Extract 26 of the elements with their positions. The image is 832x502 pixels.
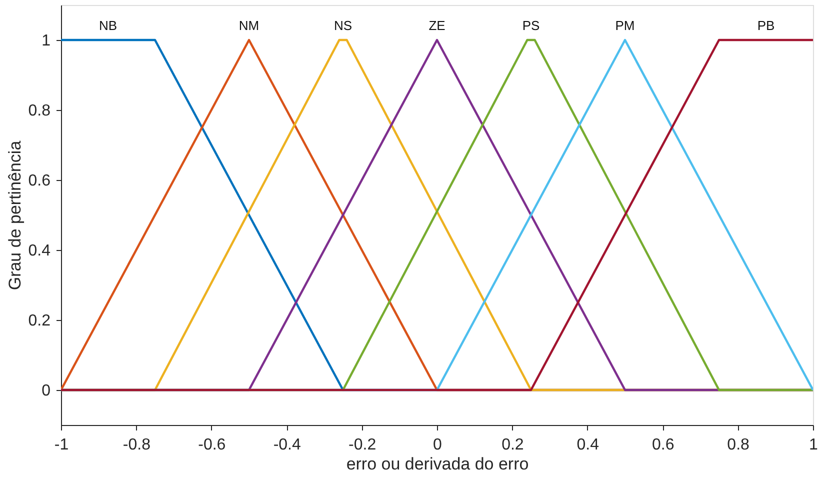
- series-label: NB: [98, 18, 118, 33]
- series-label: ZE: [428, 18, 446, 33]
- series-label: PB: [757, 18, 775, 33]
- y-tick-label: 0.6: [28, 172, 51, 190]
- x-tick-label: -0.2: [348, 436, 376, 454]
- series-label: NM: [238, 18, 260, 33]
- y-tick-label: 1: [42, 32, 51, 50]
- x-axis-title: erro ou derivada do erro: [346, 454, 529, 474]
- x-tick-label: -1: [54, 436, 69, 454]
- series-label: PM: [615, 18, 635, 33]
- x-tick-label: 1: [809, 436, 818, 454]
- x-tick-label: 0: [433, 436, 442, 454]
- y-axis-title: Grau de pertinência: [5, 140, 24, 290]
- series-label: NS: [334, 18, 352, 33]
- y-tick-label: 0: [42, 382, 51, 400]
- x-tick-label: 0.4: [576, 436, 600, 454]
- y-tick-label: 0.4: [28, 242, 51, 260]
- x-tick-label: -0.6: [198, 436, 226, 454]
- y-tick-label: 0.2: [28, 312, 51, 330]
- x-tick-label: 0.6: [652, 436, 674, 454]
- x-tick-label: -0.4: [273, 436, 301, 454]
- x-tick-label: 0.2: [502, 436, 524, 454]
- x-tick-label: -0.8: [122, 436, 151, 454]
- y-tick-label: 0.8: [28, 102, 51, 120]
- series-label: PS: [522, 18, 540, 33]
- x-tick-label: 0.8: [727, 436, 750, 454]
